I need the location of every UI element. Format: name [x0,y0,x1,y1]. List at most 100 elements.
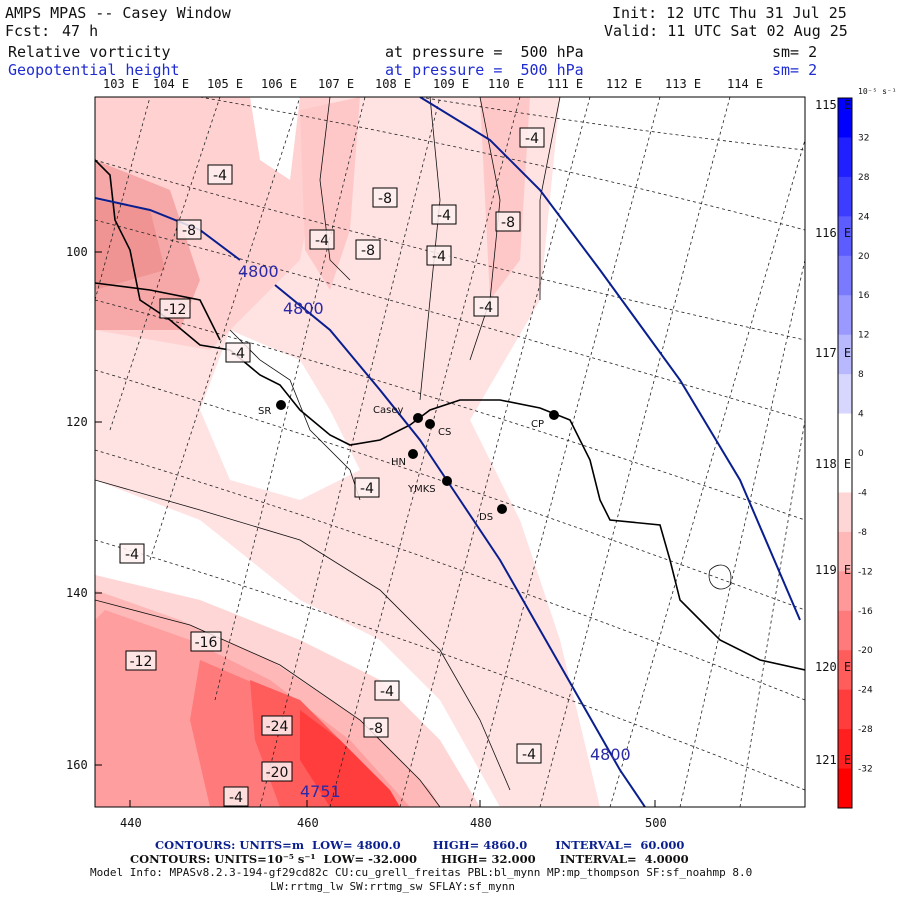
colorbar-tick-label: -32 [858,765,873,775]
axis-tick-marks [95,251,656,807]
vorticity-clear-4 [250,97,300,180]
field1-level: at pressure = 500 hPa [385,43,584,61]
valid-time: Valid: 11 UTC Sat 02 Aug 25 [604,22,848,40]
vorticity-label: -4 [522,747,536,763]
colorbar-swatch [838,413,852,454]
vorticity-label: -16 [195,635,218,651]
colorbar-tick-label: 28 [858,173,870,183]
field2-level: at pressure = 500 hPa [385,61,584,79]
vorticity-label: -4 [432,249,446,265]
station-label-sr: SR [258,406,271,417]
graticule [95,97,805,807]
vorticity-label-box [309,229,335,250]
colorbar-swatch [838,689,852,730]
y-tick-120: 120 [66,415,88,429]
colorbar-swatch [838,295,852,336]
colorbar-tick-label: 20 [858,252,870,262]
vorticity-clear-3 [560,97,805,410]
station-marker-sr[interactable] [276,400,286,410]
longitude-label-right: 121 E [815,753,852,767]
colorbar-swatch [838,374,852,415]
station-label-casey: Casey [373,405,403,416]
colorbar-tick-label: 12 [858,331,869,341]
shading-layer [95,97,805,807]
colorbar-tick-label: 8 [858,370,864,380]
field1-name: Relative vorticity [8,43,171,61]
colorbar-swatch [838,176,852,217]
vorticity-label-box [355,239,381,260]
station-marker-casey[interactable] [413,413,423,423]
vorticity-label-box [207,164,233,185]
vorticity-label: -4 [437,208,451,224]
vorticity-label-box [223,786,249,807]
station-marker-cp[interactable] [549,410,559,420]
vorticity-label: -4 [229,790,243,806]
longitude-label-right: 115 E [815,98,852,112]
parallel-line [95,299,805,521]
parallel-line [95,539,805,791]
height-contour-label: 4751 [300,782,341,801]
x-tick-480: 480 [470,816,492,830]
longitude-label-right: 120 E [815,660,852,674]
colorbar-swatch [838,768,852,809]
longitude-label-top: 109 E [433,77,470,91]
vorticity-label: -8 [369,721,383,737]
meridian-line [609,139,805,807]
vorticity-label: -12 [164,302,187,318]
vorticity-label-box [261,715,293,736]
longitude-label-top: 106 E [261,77,298,91]
station-label-ds: DS [479,512,493,523]
longitude-label-top: 111 E [547,77,584,91]
footer-model-info: Model Info: MPASv8.2.3-194-gf29cd82c CU:… [90,866,753,879]
height-contour-label: 4800 [283,299,324,318]
colorbar-swatch [838,492,852,533]
vorticity-label: -8 [501,215,515,231]
vorticity-label-box [516,743,542,764]
longitude-label-right: 117 E [815,346,852,360]
height-contours [95,97,801,807]
colorbar-tick-label: -24 [858,686,873,696]
vorticity-label: -4 [525,131,539,147]
station-marker-ymks[interactable] [442,476,452,486]
longitude-label-right: 116 E [815,226,852,240]
parallel-line [95,159,805,341]
colorbar-swatch [838,98,852,138]
colorbar: 32 28 24 20 16 12 8 4 0 -4 -8 -12 -16 -20 -24 -28 -32 [837,97,873,809]
plot-frame [94,96,806,808]
vorticity-fill-minus28-south [300,710,400,807]
forecast-label: Fcst: [5,22,51,40]
station-marker-ds[interactable] [497,504,507,514]
parallel-line [199,97,805,231]
colorbar-tick-label: -28 [858,725,873,735]
footer-model-info-2: LW:rrtmg_lw SW:rrtmg_sw SFLAY:sf_mynn [270,880,516,893]
colorbar-tick-label: 24 [858,212,870,222]
colorbar-swatch [838,531,852,572]
meridian-line [259,97,441,807]
station-marker-cs[interactable] [425,419,435,429]
meridian-line [539,97,731,807]
vorticity-label-box [354,477,380,498]
colorbar-tick-label: -20 [858,646,873,656]
colorbar-tick-label: -4 [858,488,867,498]
vorticity-label: -8 [182,223,196,239]
vorticity-label-box [119,543,145,564]
vorticity-label-box [372,187,398,208]
vorticity-label-box [495,211,521,232]
colorbar-tick-label: 0 [858,449,864,459]
vorticity-label: -8 [361,243,375,259]
colorbar-swatch [838,610,852,651]
colorbar-swatch [838,571,852,612]
vorticity-label: -4 [231,346,245,362]
station-marker-hn[interactable] [408,449,418,459]
forecast-hours: 47 h [62,22,99,40]
field2-smoothing: sm= 2 [772,61,818,79]
colorbar-tick-label: -12 [858,567,873,577]
footer-vorticity-contours: CONTOURS: UNITS=10⁻⁵ s⁻¹ LOW= -32.000 HI… [130,852,689,866]
vorticity-label: -4 [360,481,374,497]
vorticity-label: -12 [130,654,153,670]
map-title: AMPS MPAS -- Casey Window [5,4,231,22]
colorbar-tick-label: 32 [858,133,869,143]
colorbar-tick-label: 16 [858,291,870,301]
vorticity-fill-minus16-west [95,200,165,290]
